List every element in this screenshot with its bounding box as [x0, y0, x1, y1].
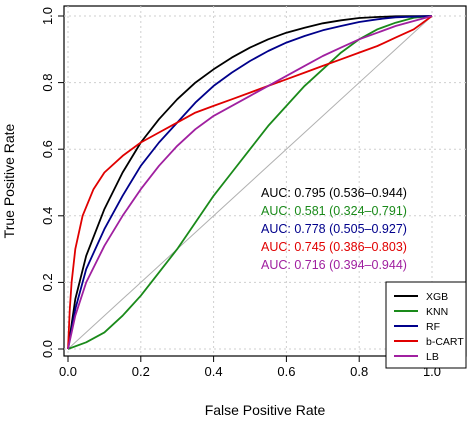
x-axis-ticks: 0.0 0.2 0.4 0.6 0.8 1.0	[59, 356, 441, 379]
diagonal-reference-line	[67, 15, 433, 350]
y-tick-label-1: 0.2	[40, 273, 55, 291]
roc-curve-rf	[67, 15, 433, 350]
x-tick-label-3: 0.6	[277, 364, 295, 379]
y-tick-label-0: 0.0	[40, 340, 55, 358]
auc-label-xgb: AUC: 0.795 (0.536–0.944)	[261, 186, 407, 200]
y-tick-label-4: 0.8	[40, 74, 55, 92]
x-axis-title: False Positive Rate	[205, 402, 326, 418]
legend-label-xgb: XGB	[426, 291, 448, 303]
y-axis-title: True Positive Rate	[1, 123, 17, 238]
roc-curve-xgb	[67, 15, 433, 350]
auc-label-knn: AUC: 0.581 (0.324–0.791)	[261, 204, 407, 218]
x-tick-label-0: 0.0	[59, 364, 77, 379]
roc-curve-lb	[67, 15, 433, 350]
roc-curve-b-cart	[67, 15, 433, 350]
roc-curves	[67, 15, 433, 350]
auc-label-lb: AUC: 0.716 (0.394–0.944)	[261, 258, 407, 272]
y-tick-label-5: 1.0	[40, 7, 55, 25]
legend-label-rf: RF	[426, 321, 440, 333]
y-axis-ticks: 0.0 0.2 0.4 0.6 0.8 1.0	[40, 7, 64, 358]
x-tick-label-1: 0.2	[132, 364, 150, 379]
roc-curve-knn	[67, 15, 433, 350]
y-tick-label-2: 0.4	[40, 207, 55, 225]
auc-annotations: AUC: 0.795 (0.536–0.944) AUC: 0.581 (0.32…	[261, 186, 407, 272]
auc-label-rf: AUC: 0.778 (0.505–0.927)	[261, 222, 407, 236]
auc-label-b-cart: AUC: 0.745 (0.386–0.803)	[261, 240, 407, 254]
x-tick-label-2: 0.4	[205, 364, 223, 379]
x-tick-label-4: 0.8	[350, 364, 368, 379]
y-tick-label-3: 0.6	[40, 140, 55, 158]
legend-label-knn: KNN	[426, 306, 448, 318]
legend-label-lb: LB	[426, 351, 439, 363]
legend: XGB KNN RF b-CART LB	[385, 281, 467, 369]
legend-label-b-cart: b-CART	[426, 336, 464, 348]
